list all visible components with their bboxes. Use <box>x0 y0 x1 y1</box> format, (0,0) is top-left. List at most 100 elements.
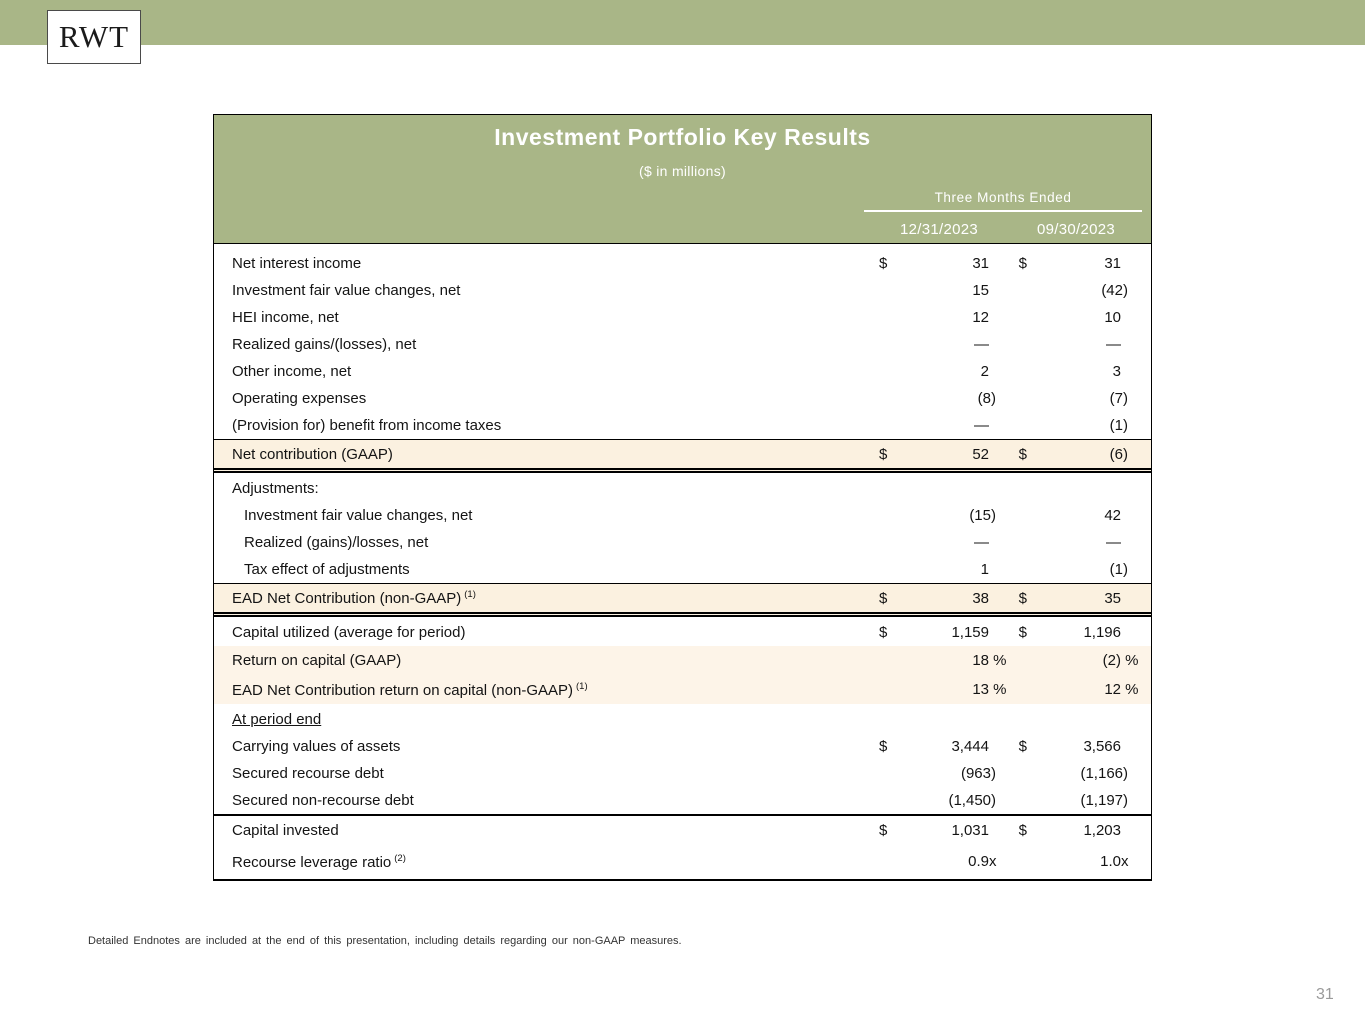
cell-dollar: $ <box>1018 445 1027 463</box>
cell-dollar: $ <box>1018 255 1027 272</box>
cell-value: (1,197) <box>1080 792 1128 809</box>
table-header: Investment Portfolio Key Results ($ in m… <box>214 115 1151 244</box>
cell-value: 3 <box>1112 363 1121 380</box>
cell-dollar: $ <box>879 624 888 641</box>
cell-value: 18 <box>972 652 989 669</box>
table-row: Investment fair value changes, net 15 (42) <box>214 277 1151 304</box>
table-body: Net interest income $31 $31 Investment fair… <box>214 244 1151 879</box>
table-title: Investment Portfolio Key Results <box>494 124 871 150</box>
table-row: Net interest income $31 $31 <box>214 250 1151 277</box>
cell-value: 1 <box>980 561 989 578</box>
cell-dollar: $ <box>879 445 888 463</box>
cell-value: — <box>974 534 989 551</box>
cell-value: — <box>974 417 989 434</box>
cell-suffix: % <box>989 652 1007 669</box>
table-row: EAD Net Contribution return on capital (… <box>214 675 1151 704</box>
cell-value: — <box>974 336 989 353</box>
cell-dollar: $ <box>879 738 888 755</box>
row-label: At period end <box>232 711 322 728</box>
cell-value: — <box>1106 534 1121 551</box>
column-header-date-1: 12/31/2023 <box>899 221 979 238</box>
cell-value: (2) <box>1102 652 1121 669</box>
cell-value: (6) <box>1109 445 1128 463</box>
cell-dollar: $ <box>1018 738 1027 755</box>
cell-value: (8) <box>977 390 996 407</box>
table-row: Net contribution (GAAP) $52 $ (6) <box>214 439 1151 473</box>
cell-value: 12 <box>972 309 989 326</box>
row-label: Investment fair value changes, net <box>232 282 461 299</box>
top-banner <box>0 0 1365 45</box>
row-label: Secured recourse debt <box>232 765 384 782</box>
table-row: Capital utilized (average for period) $1,… <box>214 619 1151 646</box>
cell-value: (1) <box>1109 561 1128 578</box>
cell-value: (15) <box>969 507 996 524</box>
column-group-underline <box>864 210 1142 212</box>
cell-value: (42) <box>1101 282 1128 299</box>
table-row: At period end <box>214 706 1151 733</box>
cell-suffix: % <box>989 681 1007 698</box>
table-row: Tax effect of adjustments 1 (1) <box>214 556 1151 583</box>
cell-dollar: $ <box>1018 589 1027 607</box>
cell-value: 3,444 <box>951 738 989 755</box>
cell-value: (963) <box>960 765 996 782</box>
cell-dollar: $ <box>879 589 888 607</box>
footnote-ref: (2) <box>394 852 406 864</box>
table-row: Other income, net 2 3 <box>214 358 1151 385</box>
logo-text: RWT <box>58 19 130 54</box>
cell-value: — <box>1106 336 1121 353</box>
cell-value: 13 <box>972 681 989 698</box>
row-label: HEI income, net <box>232 309 339 326</box>
cell-value: 1,031 <box>951 821 989 839</box>
cell-value: 31 <box>1104 255 1121 272</box>
cell-value: 1,203 <box>1083 821 1121 839</box>
row-label: Secured non-recourse debt <box>232 792 414 809</box>
cell-value: (1,166) <box>1080 765 1128 782</box>
table-row: HEI income, net 12 10 <box>214 304 1151 331</box>
cell-value: 2 <box>980 363 989 380</box>
cell-value: 38 <box>972 589 989 607</box>
footnote: Detailed Endnotes are included at the en… <box>88 935 682 947</box>
table-row: Carrying values of assets $3,444 $3,566 <box>214 733 1151 760</box>
cell-value: 10 <box>1104 309 1121 326</box>
row-label: Realized (gains)/losses, net <box>244 534 429 551</box>
table-row: (Provision for) benefit from income taxe… <box>214 412 1151 439</box>
cell-suffix: % <box>1121 681 1139 698</box>
table-row: Recourse leverage ratio (2) 0.9 x 1.0 x <box>214 844 1151 879</box>
table-subtitle: ($ in millions) <box>639 163 726 179</box>
row-label: Capital invested <box>232 821 339 839</box>
footnote-ref: (1) <box>464 589 476 600</box>
cell-value: (1,450) <box>948 792 996 809</box>
cell-value: 12 <box>1104 681 1121 698</box>
row-label: EAD Net Contribution (non-GAAP) (1) <box>232 589 476 607</box>
table-row: Return on capital (GAAP) 18 % (2) % <box>214 646 1151 675</box>
table-row: Adjustments: <box>214 475 1151 502</box>
cell-dollar: $ <box>879 255 888 272</box>
row-label: Net interest income <box>232 255 362 272</box>
row-label: Operating expenses <box>232 390 367 407</box>
column-header-date-2: 09/30/2023 <box>1036 221 1116 238</box>
cell-value: (1) <box>1109 417 1128 434</box>
row-label: Investment fair value changes, net <box>244 507 473 524</box>
cell-suffix: % <box>1121 652 1139 669</box>
cell-dollar: $ <box>1018 821 1027 839</box>
row-label: Capital utilized (average for period) <box>232 624 466 641</box>
row-label: Adjustments: <box>232 480 319 497</box>
company-logo: RWT <box>47 10 141 64</box>
row-label: Tax effect of adjustments <box>244 561 410 578</box>
footnote-ref: (1) <box>576 680 588 692</box>
row-label: Other income, net <box>232 363 352 380</box>
table-row: Operating expenses (8) (7) <box>214 385 1151 412</box>
table-row: Realized (gains)/losses, net — — <box>214 529 1151 556</box>
table-row: Realized gains/(losses), net — — <box>214 331 1151 358</box>
cell-value: (7) <box>1109 390 1128 407</box>
cell-value: 35 <box>1104 589 1121 607</box>
cell-suffix: x <box>1121 853 1129 870</box>
table-row: EAD Net Contribution (non-GAAP) (1) $38 $35 <box>214 583 1151 617</box>
cell-value: 42 <box>1104 507 1121 524</box>
cell-suffix: x <box>989 853 997 870</box>
table-row: Investment fair value changes, net (15) 42 <box>214 502 1151 529</box>
table-row: Secured recourse debt (963) (1,166) <box>214 760 1151 787</box>
cell-dollar: $ <box>1018 624 1027 641</box>
row-label: Carrying values of assets <box>232 738 401 755</box>
cell-value: 15 <box>972 282 989 299</box>
